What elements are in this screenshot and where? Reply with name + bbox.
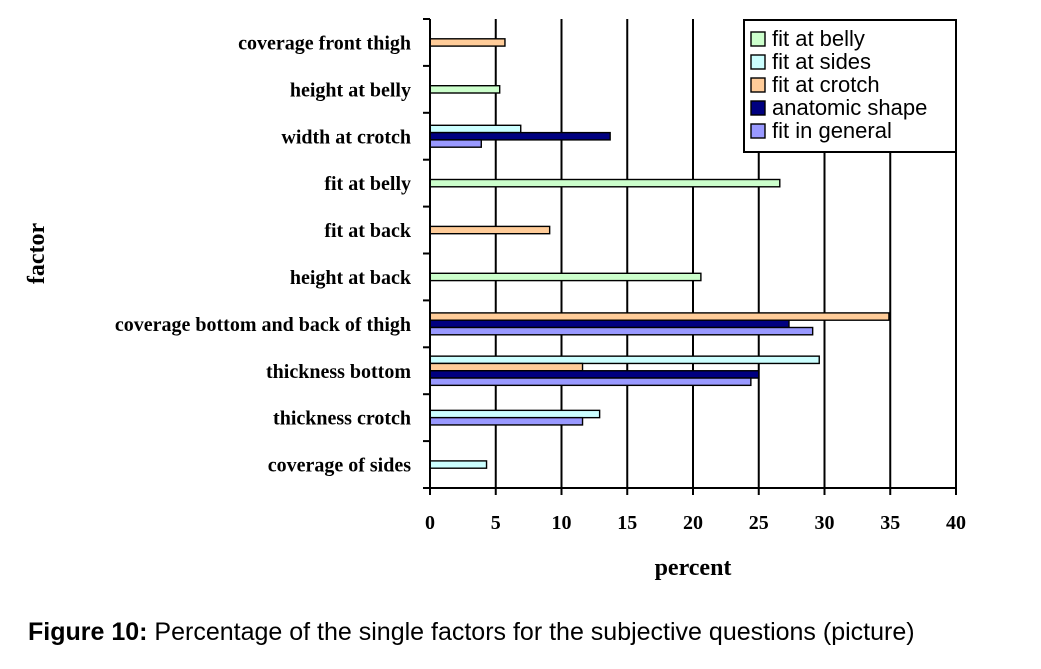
bar	[429, 355, 820, 365]
bar	[429, 377, 752, 387]
legend-box	[743, 19, 957, 153]
legend-swatch	[750, 31, 766, 47]
x-tick-label: 25	[749, 512, 769, 534]
bar	[429, 416, 584, 426]
category-label: height at belly	[290, 79, 411, 101]
x-axis-title: percent	[655, 555, 732, 581]
category-label: coverage front thigh	[238, 32, 411, 54]
category-label: fit at back	[324, 220, 412, 242]
legend-label: fit at belly	[772, 26, 865, 51]
y-axis-title: factor	[24, 223, 50, 285]
bar	[429, 38, 506, 47]
axes	[423, 18, 957, 495]
legend-swatch	[750, 54, 766, 70]
x-tick-label: 20	[683, 512, 703, 534]
category-label: width at crotch	[281, 126, 411, 148]
bars	[429, 38, 890, 469]
legend-swatch	[750, 123, 766, 139]
axis-labels: coverage front thigh height at belly width…	[24, 32, 966, 581]
x-tick-label: 30	[815, 512, 835, 534]
bar	[429, 272, 702, 282]
bar	[429, 319, 790, 329]
x-tick-label: 40	[946, 512, 966, 534]
bar	[429, 84, 501, 94]
bar	[429, 225, 551, 235]
legend-swatch	[750, 100, 766, 116]
bar-chart: coverage front thigh height at belly width…	[24, 18, 966, 581]
category-label: coverage of sides	[268, 455, 412, 477]
x-tick-label: 15	[617, 512, 637, 534]
legend-label: fit at crotch	[772, 72, 880, 97]
caption-label: Figure 10:	[28, 618, 148, 646]
bar	[429, 124, 522, 134]
bar	[429, 409, 601, 419]
bar	[429, 139, 482, 148]
legend-label: fit in general	[772, 118, 892, 143]
x-tick-label: 0	[425, 512, 435, 534]
legend-label: fit at sides	[772, 49, 871, 74]
caption-text: Percentage of the single factors for the…	[147, 618, 915, 646]
bar	[429, 370, 760, 379]
bar	[429, 178, 781, 188]
category-label: fit at belly	[324, 173, 411, 195]
x-tick-label: 5	[491, 512, 501, 534]
bar	[429, 326, 814, 336]
bar	[429, 312, 890, 321]
bar	[429, 460, 488, 469]
bar	[429, 131, 611, 141]
legend-swatch	[750, 77, 766, 93]
category-label: thickness crotch	[273, 408, 411, 430]
x-tick-label: 10	[552, 512, 572, 534]
category-label: thickness bottom	[266, 361, 411, 383]
x-tick-label: 35	[880, 512, 900, 534]
category-label: coverage bottom and back of thigh	[115, 314, 411, 336]
bar	[429, 362, 584, 372]
figure-caption: Figure 10: Percentage of the single fact…	[28, 618, 915, 647]
legend-label: anatomic shape	[772, 95, 927, 120]
category-label: height at back	[290, 267, 412, 289]
